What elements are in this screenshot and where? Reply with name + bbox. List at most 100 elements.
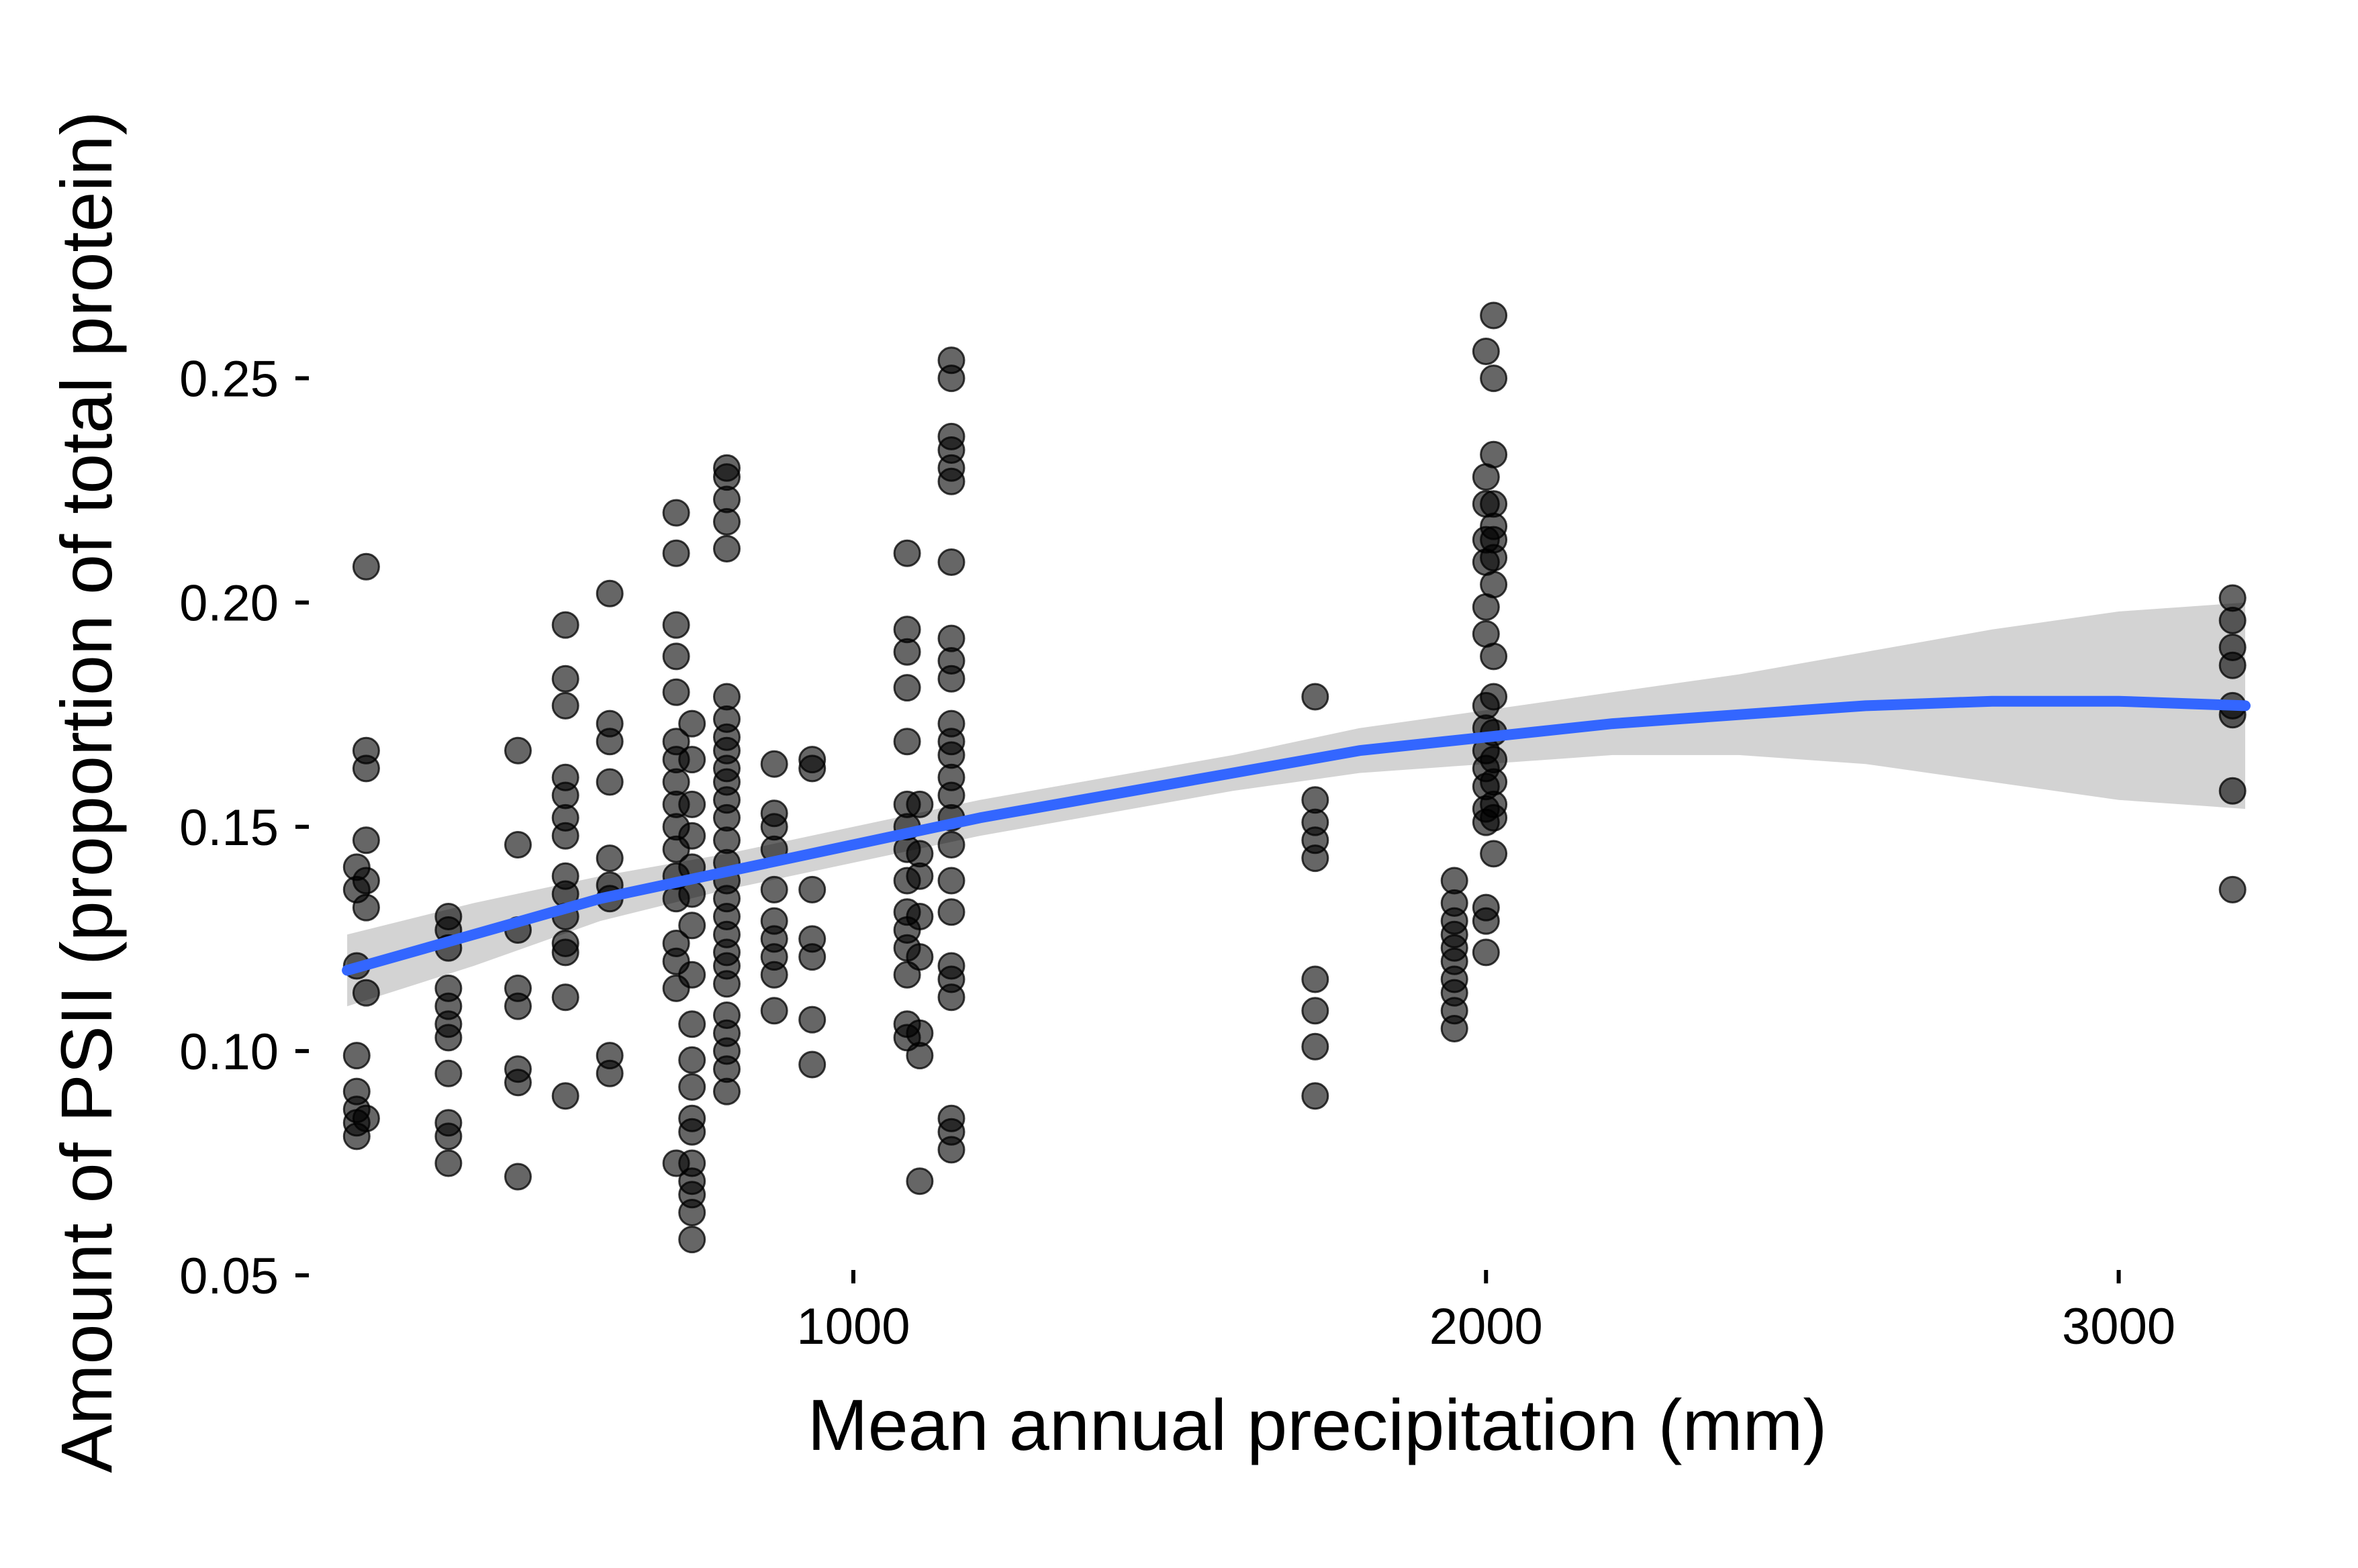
data-point bbox=[678, 1046, 706, 1074]
data-point bbox=[937, 1136, 965, 1164]
data-point bbox=[2218, 606, 2247, 634]
data-point bbox=[937, 665, 965, 693]
y-tick-label: 0.10 bbox=[179, 1024, 279, 1081]
data-point bbox=[2218, 777, 2247, 805]
data-point bbox=[1472, 938, 1500, 967]
data-point bbox=[893, 728, 921, 756]
data-point bbox=[551, 938, 579, 967]
data-points-layer bbox=[342, 301, 2247, 1254]
data-point bbox=[662, 499, 690, 527]
data-point bbox=[2218, 651, 2247, 679]
fit-line bbox=[342, 695, 2251, 976]
data-point bbox=[1480, 571, 1508, 599]
data-point bbox=[352, 826, 380, 854]
data-point bbox=[551, 1082, 579, 1110]
data-point bbox=[906, 1167, 934, 1195]
data-point bbox=[596, 579, 624, 607]
x-tick-label: 3000 bbox=[2062, 1298, 2175, 1355]
data-point bbox=[678, 790, 706, 818]
data-point bbox=[798, 754, 827, 783]
data-point bbox=[352, 754, 380, 783]
data-point bbox=[352, 893, 380, 922]
data-point bbox=[1472, 907, 1500, 935]
data-point bbox=[1480, 683, 1508, 711]
data-point bbox=[937, 548, 965, 576]
data-point bbox=[906, 1042, 934, 1070]
data-point bbox=[1480, 642, 1508, 671]
data-point bbox=[760, 750, 788, 778]
data-point bbox=[798, 1006, 827, 1034]
data-point bbox=[937, 364, 965, 393]
data-point bbox=[937, 831, 965, 859]
x-tick-label: 1000 bbox=[796, 1298, 910, 1355]
data-point bbox=[893, 539, 921, 567]
data-point bbox=[504, 992, 532, 1020]
confidence-band bbox=[347, 602, 2245, 1007]
data-point bbox=[906, 943, 934, 971]
data-point bbox=[937, 867, 965, 895]
data-point bbox=[678, 1118, 706, 1146]
data-point bbox=[1301, 1082, 1329, 1110]
data-point bbox=[678, 1010, 706, 1038]
confidence-band-layer bbox=[347, 602, 2245, 1007]
data-point bbox=[1480, 803, 1508, 832]
data-point bbox=[678, 1073, 706, 1101]
data-point bbox=[713, 1077, 741, 1106]
data-point bbox=[1480, 544, 1508, 572]
data-point bbox=[713, 507, 741, 536]
data-point bbox=[352, 1104, 380, 1132]
data-point bbox=[662, 642, 690, 671]
data-point bbox=[798, 943, 827, 971]
data-point bbox=[662, 678, 690, 706]
data-point bbox=[352, 552, 380, 581]
data-point bbox=[1440, 1015, 1468, 1042]
data-point bbox=[504, 831, 532, 859]
data-point bbox=[434, 1122, 463, 1150]
data-point bbox=[352, 867, 380, 895]
data-point bbox=[434, 1059, 463, 1087]
data-point bbox=[1301, 997, 1329, 1025]
data-point bbox=[1301, 683, 1329, 711]
data-point bbox=[551, 665, 579, 693]
data-point bbox=[678, 709, 706, 738]
data-point bbox=[760, 875, 788, 903]
data-point bbox=[662, 539, 690, 567]
data-point bbox=[678, 1199, 706, 1226]
data-point bbox=[551, 691, 579, 720]
x-axis-title: Mean annual precipitation (mm) bbox=[808, 1384, 1828, 1465]
y-tick-label: 0.05 bbox=[179, 1248, 279, 1305]
data-point bbox=[1301, 844, 1329, 873]
data-point bbox=[352, 979, 380, 1007]
data-point bbox=[906, 790, 934, 818]
data-point bbox=[596, 844, 624, 873]
data-point bbox=[760, 961, 788, 989]
data-point bbox=[678, 746, 706, 774]
data-point bbox=[504, 736, 532, 765]
data-point bbox=[906, 862, 934, 890]
data-point bbox=[678, 912, 706, 940]
data-point bbox=[342, 1042, 371, 1070]
data-point bbox=[2218, 875, 2247, 903]
data-point bbox=[596, 1059, 624, 1087]
data-point bbox=[937, 983, 965, 1012]
fit-line-layer bbox=[342, 695, 2251, 976]
data-point bbox=[713, 970, 741, 998]
data-point bbox=[504, 1163, 532, 1191]
data-point bbox=[798, 1050, 827, 1079]
y-tick-label: 0.20 bbox=[179, 575, 279, 632]
data-point bbox=[1301, 1032, 1329, 1061]
data-point bbox=[678, 1226, 706, 1254]
data-point bbox=[760, 997, 788, 1025]
y-axis-title: Amount of PSII (proportion of total prot… bbox=[46, 111, 127, 1473]
data-point bbox=[906, 903, 934, 930]
x-tick-label: 2000 bbox=[1429, 1298, 1543, 1355]
data-point bbox=[504, 1069, 532, 1097]
data-point bbox=[551, 983, 579, 1012]
data-point bbox=[434, 1024, 463, 1052]
data-point bbox=[678, 822, 706, 850]
y-tick-label: 0.25 bbox=[179, 351, 279, 408]
data-point bbox=[1472, 338, 1500, 365]
data-point bbox=[937, 467, 965, 495]
data-point bbox=[1480, 440, 1508, 469]
